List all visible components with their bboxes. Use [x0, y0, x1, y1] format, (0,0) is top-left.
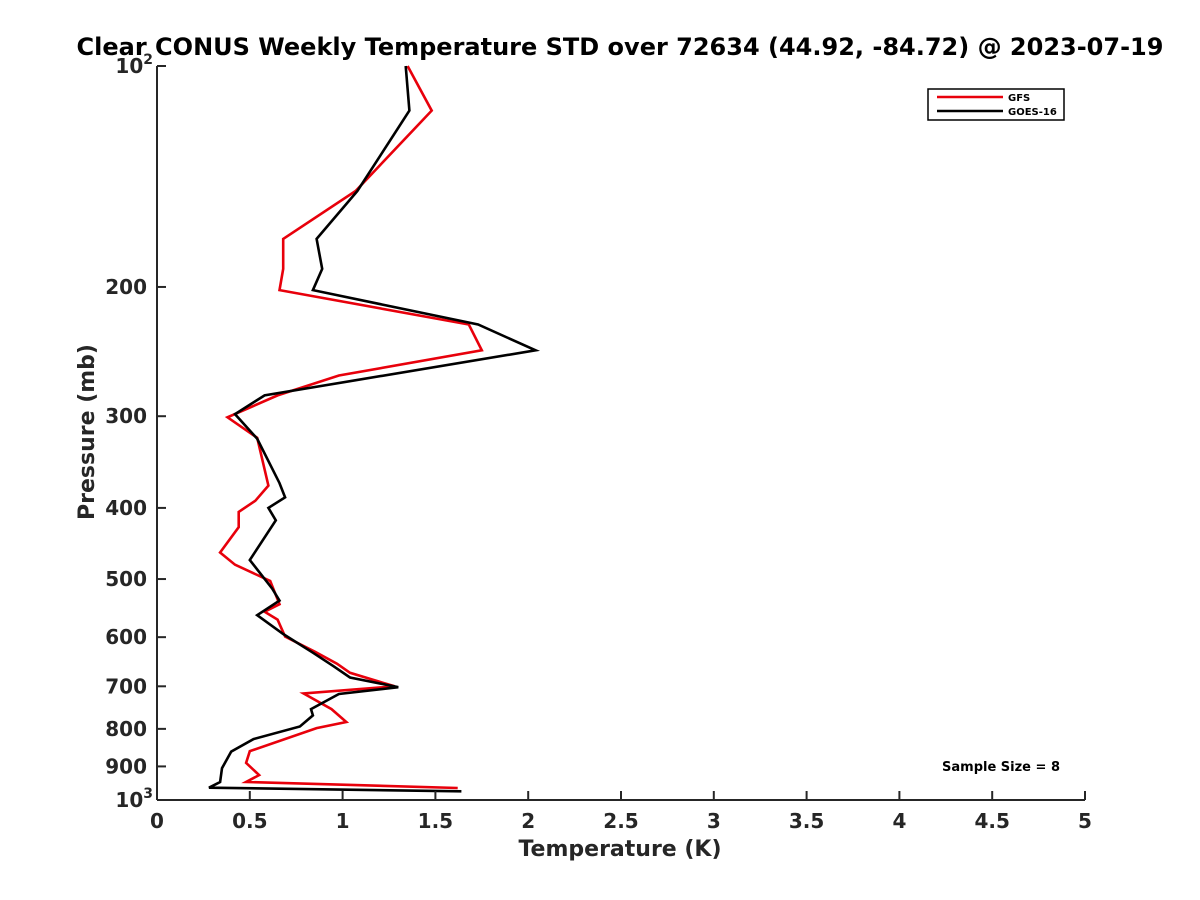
- y-tick-label: 300: [105, 404, 147, 428]
- y-tick-label: 200: [105, 275, 147, 299]
- x-tick-label: 2.5: [603, 809, 638, 833]
- legend-box: [927, 88, 1065, 121]
- y-tick-label-exponent: 2: [143, 52, 153, 68]
- x-tick-label: 3.5: [789, 809, 824, 833]
- y-tick-label: 400: [105, 496, 147, 520]
- y-axis-label: Pressure (mb): [75, 344, 100, 520]
- x-axis-label: Temperature (K): [518, 837, 721, 862]
- legend-label: GFS: [1008, 93, 1030, 104]
- y-tick-label: 103: [115, 786, 153, 812]
- y-tick-label: 102: [115, 52, 153, 78]
- x-axis-ticks: 0 0.5 1 1.5 2 2.5 3 3.5 4 4.5 5: [150, 791, 1092, 833]
- chart-title: Clear CONUS Weekly Temperature STD over …: [77, 33, 1164, 61]
- x-tick-label: 3: [707, 809, 721, 833]
- plot-lines: [208, 65, 541, 793]
- y-tick-label-base: 10: [115, 54, 143, 78]
- y-tick-label: 800: [105, 717, 147, 741]
- y-tick-label: 500: [105, 567, 147, 591]
- x-tick-label: 1: [336, 809, 350, 833]
- x-tick-label: 1.5: [418, 809, 453, 833]
- y-tick-label: 700: [105, 674, 147, 698]
- y-tick-label-base: 10: [115, 788, 143, 812]
- x-tick-label: 4: [892, 809, 906, 833]
- x-tick-label: 5: [1078, 809, 1092, 833]
- sample-size-annotation: Sample Size = 8: [942, 760, 1060, 775]
- series-line-gfs: [218, 65, 484, 790]
- y-tick-label-exponent: 3: [143, 786, 153, 802]
- y-tick-label: 900: [105, 754, 147, 778]
- x-tick-label: 0.5: [232, 809, 267, 833]
- x-tick-label: 2: [521, 809, 535, 833]
- y-tick-label: 600: [105, 625, 147, 649]
- legend: GFS GOES-16: [927, 88, 1065, 121]
- legend-label: GOES-16: [1008, 107, 1057, 118]
- x-tick-label: 0: [150, 809, 164, 833]
- series-line-goes-16: [208, 65, 541, 793]
- x-tick-label: 4.5: [974, 809, 1009, 833]
